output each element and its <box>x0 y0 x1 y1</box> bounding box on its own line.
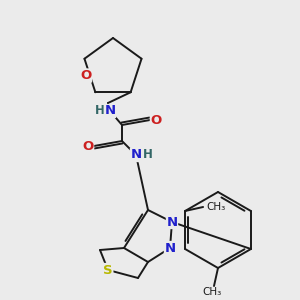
Text: O: O <box>82 140 94 152</box>
Text: N: N <box>130 148 142 161</box>
Text: O: O <box>80 69 92 82</box>
Text: CH₃: CH₃ <box>202 287 222 297</box>
Text: N: N <box>164 242 175 254</box>
Text: N: N <box>167 215 178 229</box>
Text: CH₃: CH₃ <box>206 202 225 212</box>
Text: H: H <box>95 104 105 118</box>
Text: H: H <box>143 148 153 161</box>
Text: O: O <box>150 113 162 127</box>
Text: S: S <box>103 263 113 277</box>
Text: N: N <box>104 104 116 118</box>
